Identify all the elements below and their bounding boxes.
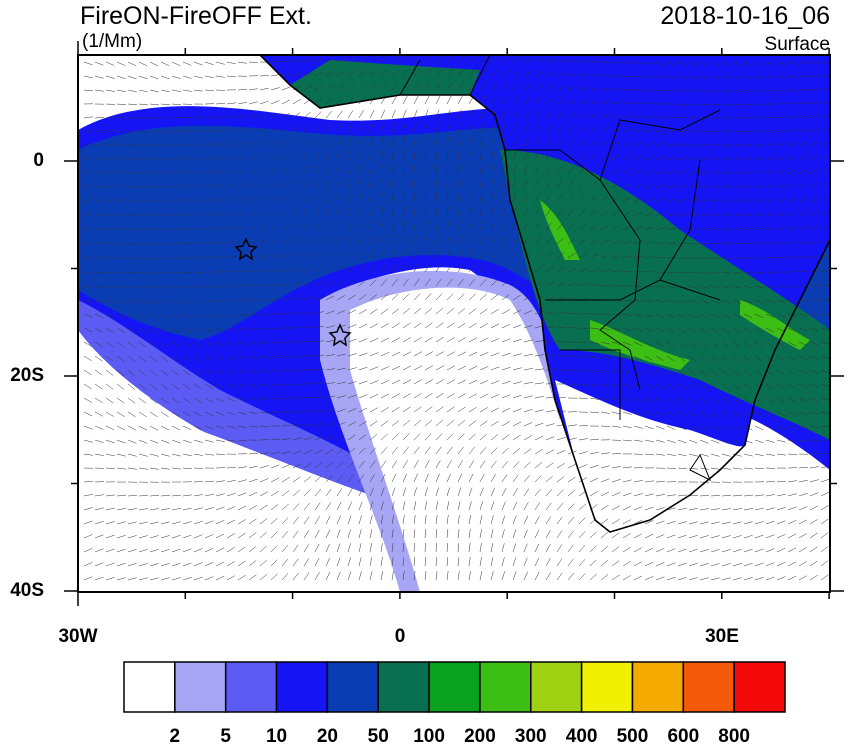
colorbar-box <box>632 662 683 712</box>
colorbar: 2 5 10 20 50 100 200 300 400 500 600 800 <box>124 662 785 747</box>
units: (1/Mm) <box>82 31 142 52</box>
colorbar-box <box>277 662 328 712</box>
colorbar-label: 5 <box>220 726 231 747</box>
colorbar-box <box>378 662 429 712</box>
colorbar-box <box>480 662 531 712</box>
colorbar-box <box>124 662 175 712</box>
colorbar-box <box>531 662 582 712</box>
colorbar-label: 600 <box>667 726 699 747</box>
lon-label: 30W <box>58 626 97 647</box>
colorbar-label: 500 <box>617 726 649 747</box>
colorbar-label: 2 <box>170 726 181 747</box>
lat-label: 20S <box>10 365 44 386</box>
colorbar-label: 100 <box>413 726 445 747</box>
level: Surface <box>765 34 830 55</box>
colorbar-box <box>226 662 277 712</box>
lat-label: 40S <box>10 580 44 601</box>
colorbar-label: 50 <box>368 726 389 747</box>
colorbar-label: 300 <box>515 726 547 747</box>
colorbar-box <box>175 662 226 712</box>
colorbar-label: 200 <box>464 726 496 747</box>
time: 2018-10-16_06 <box>660 2 830 30</box>
lat-label: 0 <box>33 150 44 171</box>
colorbar-box <box>582 662 633 712</box>
colorbar-box <box>734 662 785 712</box>
colorbar-box <box>429 662 480 712</box>
colorbar-label: 400 <box>566 726 598 747</box>
title: FireON-FireOFF Ext. <box>80 2 312 30</box>
map <box>78 55 830 592</box>
colorbar-label: 800 <box>718 726 750 747</box>
colorbar-box <box>683 662 734 712</box>
colorbar-box <box>327 662 378 712</box>
lon-label: 0 <box>395 626 406 647</box>
lon-label: 30E <box>705 626 739 647</box>
colorbar-label: 20 <box>317 726 338 747</box>
colorbar-label: 10 <box>266 726 287 747</box>
